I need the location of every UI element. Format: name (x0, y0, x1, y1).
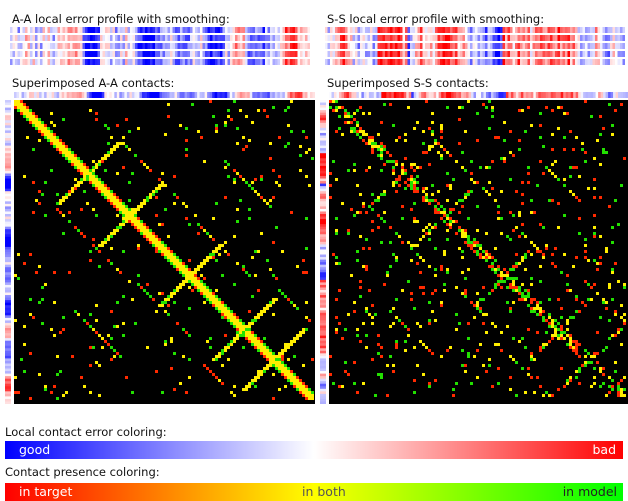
ss-error-profile (325, 27, 625, 65)
aa-map-top-profile (14, 92, 315, 98)
presence-target-label: in target (19, 484, 73, 499)
aa-error-profile (10, 27, 310, 65)
presence-legend-title: Contact presence coloring: (5, 465, 160, 479)
ss-contacts-title: Superimposed S-S contacts: (327, 76, 489, 90)
ss-profile-title: S-S local error profile with smoothing: (327, 12, 545, 26)
aa-map-left-profile (5, 100, 11, 404)
aa-profile-title: A-A local error profile with smoothing: (12, 12, 230, 26)
ss-contact-map (320, 92, 628, 404)
presence-both-label: in both (302, 484, 346, 499)
aa-contact-map (5, 92, 315, 404)
presence-model-label: in model (562, 484, 617, 499)
ss-map-top-profile (329, 92, 628, 98)
ss-map-left-profile (320, 100, 326, 404)
presence-gradient-bar: in target in both in model (5, 483, 623, 501)
error-gradient-bar: good bad (5, 441, 623, 459)
error-bad-label: bad (592, 442, 616, 457)
error-good-label: good (19, 442, 51, 457)
aa-contacts-title: Superimposed A-A contacts: (12, 76, 175, 90)
error-legend-title: Local contact error coloring: (5, 425, 167, 439)
